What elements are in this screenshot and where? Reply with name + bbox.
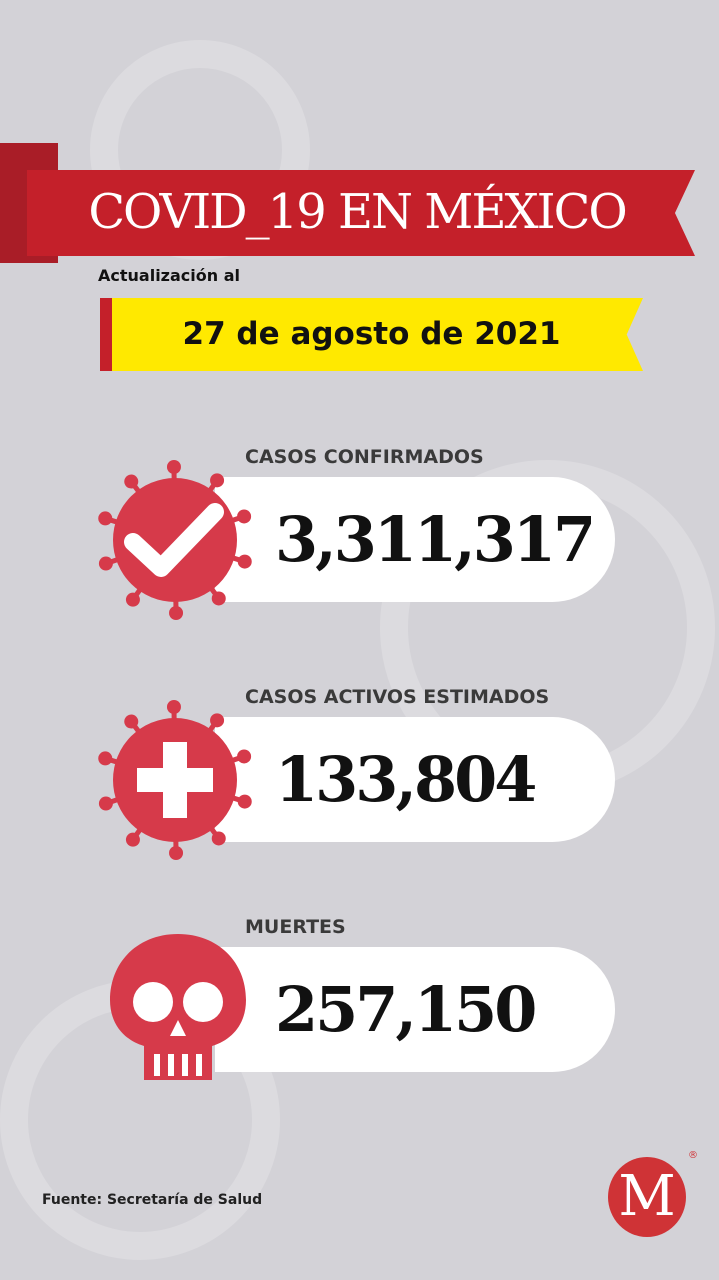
stat-value-deaths: 257,150 xyxy=(275,973,537,1046)
virus-spike-tip xyxy=(210,713,225,728)
virus-check-icon xyxy=(98,460,252,620)
milenio-logo: M xyxy=(608,1157,686,1237)
update-date: 27 de agosto de 2021 xyxy=(182,316,561,352)
virus-spike-tip xyxy=(98,556,113,571)
title-ribbon xyxy=(27,170,695,256)
virus-spike-tip xyxy=(125,832,140,847)
virus-spike-tip xyxy=(166,460,181,475)
virus-spike-tip xyxy=(237,509,252,524)
stat-card-confirmed xyxy=(215,477,615,602)
stat-value-confirmed: 3,311,317 xyxy=(275,503,596,576)
virus-spike-tip xyxy=(237,749,252,764)
virus-plus-icon xyxy=(98,700,252,860)
virus-spike-tip xyxy=(166,700,181,715)
stat-value-active: 133,804 xyxy=(275,743,537,816)
source-note: Fuente: Secretaría de Salud xyxy=(42,1192,263,1208)
virus-spike-tip xyxy=(169,605,184,620)
update-label: Actualización al xyxy=(98,266,240,285)
virus-spike-tip xyxy=(211,831,226,846)
virus-spike-tip xyxy=(98,511,113,526)
stat-card-deaths xyxy=(215,947,615,1072)
skull-icon xyxy=(110,934,246,1080)
virus-spike-tip xyxy=(124,474,139,489)
page-title: COVID_19 EN MÉXICO xyxy=(88,184,627,240)
virus-spike-tip xyxy=(98,796,113,811)
virus-spike-tip xyxy=(210,473,225,488)
date-banner xyxy=(100,298,643,371)
virus-spike-tip xyxy=(211,591,226,606)
virus-spike-tip xyxy=(125,592,140,607)
stat-label-active: CASOS ACTIVOS ESTIMADOS xyxy=(245,686,550,708)
virus-spike-tip xyxy=(98,751,113,766)
virus-spike-tip xyxy=(237,794,252,809)
stat-label-deaths: MUERTES xyxy=(245,916,346,938)
registered-mark: ® xyxy=(688,1150,698,1161)
virus-spike-tip xyxy=(169,845,184,860)
stat-label-confirmed: CASOS CONFIRMADOS xyxy=(245,446,484,468)
virus-spike-tip xyxy=(237,554,252,569)
virus-spike-tip xyxy=(124,714,139,729)
stat-card-active xyxy=(215,717,615,842)
